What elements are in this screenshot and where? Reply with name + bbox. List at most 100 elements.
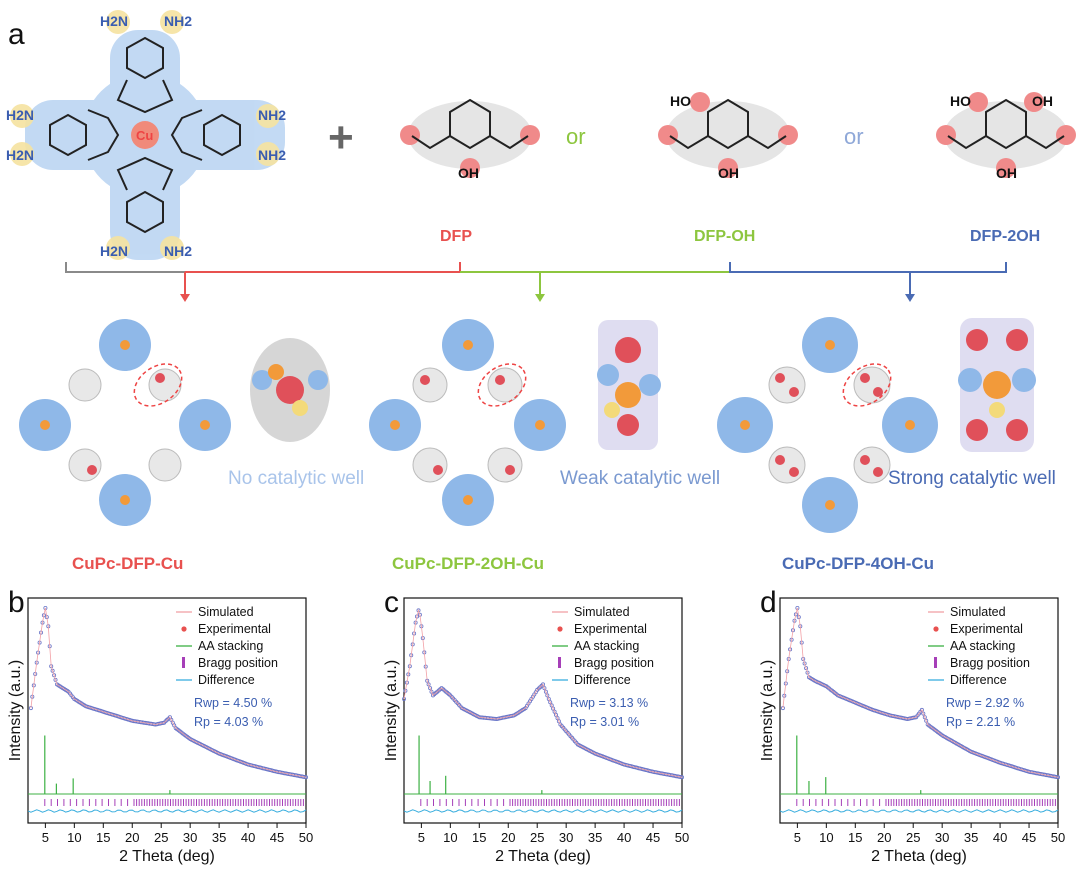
metal-center-label: Cu	[136, 128, 153, 143]
experimental-point	[428, 686, 433, 691]
y-axis-label: Intensity (a.u.)	[7, 660, 24, 761]
fit-statistic: Rwp = 4.50 %	[194, 696, 272, 710]
experimental-point	[548, 700, 553, 705]
experimental-point	[924, 718, 929, 723]
cof-structure-3	[717, 317, 938, 533]
cof-structure-1	[19, 319, 231, 526]
experimental-point	[804, 666, 809, 671]
experimental-point	[540, 682, 545, 687]
legend-label: Bragg position	[574, 656, 654, 670]
x-tick-label: 10	[67, 830, 81, 845]
legend-label: Experimental	[950, 622, 1023, 636]
cof-name-3: CuPc-DFP-4OH-Cu	[782, 554, 935, 573]
legend-marker	[558, 657, 561, 668]
experimental-point	[50, 668, 55, 673]
plot-frame	[27, 597, 307, 824]
experimental-point	[921, 711, 926, 716]
x-axis-label: 2 Theta (deg)	[871, 848, 967, 865]
hydroxyl-label: OH	[996, 165, 1017, 181]
difference-line	[403, 809, 683, 813]
experimental-point	[552, 709, 557, 714]
plot-frame	[403, 597, 683, 824]
difference-line	[27, 809, 307, 813]
strong-catalytic-well-label: Strong catalytic well	[888, 468, 1056, 489]
legend-label: Simulated	[574, 605, 630, 619]
hydroxyl-label: HO	[670, 93, 691, 109]
legend-label: Simulated	[950, 605, 1006, 619]
legend-label: Difference	[574, 673, 631, 687]
amine-label: H2N	[6, 147, 34, 163]
x-tick-label: 25	[906, 830, 920, 845]
legend-label: AA stacking	[574, 639, 639, 653]
x-tick-label: 5	[794, 830, 801, 845]
plot-frame	[779, 597, 1059, 824]
or-text-2: or	[844, 124, 864, 149]
x-tick-label: 15	[848, 830, 862, 845]
experimental-point	[922, 715, 927, 720]
x-tick-label: 50	[675, 830, 689, 845]
legend-label: Experimental	[574, 622, 647, 636]
panel-letter-d: d	[760, 586, 777, 619]
cof-structure-2	[369, 319, 566, 526]
experimental-point	[542, 686, 547, 691]
connector-lines	[65, 262, 1007, 298]
x-tick-label: 45	[270, 830, 284, 845]
experimental-point	[802, 661, 807, 666]
y-axis-label: Intensity (a.u.)	[383, 660, 400, 761]
x-tick-label: 40	[241, 830, 255, 845]
legend-label: Difference	[950, 673, 1007, 687]
experimental-point	[52, 673, 57, 678]
hydroxyl-label: OH	[718, 165, 739, 181]
x-tick-label: 20	[501, 830, 515, 845]
x-tick-label: 25	[154, 830, 168, 845]
legend-marker	[557, 626, 563, 632]
xrd-chart-b: 5 10 15 20 25 30 35 40 45 50 2 Theta (deg) Intensit…	[7, 597, 313, 865]
legend-marker	[934, 657, 937, 668]
experimental-point	[426, 682, 431, 687]
x-tick-label: 10	[443, 830, 457, 845]
pore-model-2	[597, 320, 661, 450]
simulated-line	[782, 607, 1059, 778]
dfp-oh-molecule	[658, 92, 798, 178]
difference-line	[779, 809, 1059, 813]
experimental-point	[555, 716, 560, 721]
experimental-point	[553, 712, 558, 717]
plus-sign: +	[328, 113, 354, 162]
no-catalytic-well-label: No catalytic well	[228, 468, 365, 489]
x-tick-label: 20	[877, 830, 891, 845]
x-tick-label: 50	[299, 830, 313, 845]
xrd-chart-d: 5 10 15 20 25 30 35 40 45 50 2 Theta (deg) Intensit…	[759, 597, 1065, 865]
experimental-point	[545, 693, 550, 698]
dfp-label: DFP	[440, 228, 472, 245]
amine-label: H2N	[100, 13, 128, 29]
scheme-graphic: Cu H2N NH2 H2N H2N NH2 NH2 H2N NH2 + OH …	[6, 10, 1076, 533]
legend-label: AA stacking	[950, 639, 1015, 653]
x-tick-label: 15	[472, 830, 486, 845]
x-tick-label: 30	[183, 830, 197, 845]
amine-label: NH2	[164, 13, 192, 29]
x-axis-label: 2 Theta (deg)	[495, 848, 591, 865]
experimental-point	[546, 697, 551, 702]
x-tick-label: 35	[212, 830, 226, 845]
legend-label: AA stacking	[198, 639, 263, 653]
fit-statistic: Rp = 3.01 %	[570, 715, 639, 729]
pore-model-1	[250, 338, 330, 442]
amine-label: H2N	[100, 243, 128, 259]
experimental-point	[919, 707, 924, 712]
experimental-point	[551, 706, 556, 711]
legend-label: Bragg position	[198, 656, 278, 670]
x-tick-label: 35	[588, 830, 602, 845]
x-tick-label: 5	[418, 830, 425, 845]
panel-letter-a: a	[8, 18, 25, 51]
x-tick-label: 30	[935, 830, 949, 845]
legend-label: Experimental	[198, 622, 271, 636]
panel-letter-b: b	[8, 586, 25, 619]
pore-model-3	[958, 318, 1036, 452]
xrd-chart-c: 5 10 15 20 25 30 35 40 45 50 2 Theta (deg) Intensit…	[383, 597, 689, 865]
legend-marker	[933, 626, 939, 632]
fit-statistic: Rp = 4.03 %	[194, 715, 263, 729]
experimental-point	[429, 689, 434, 694]
x-tick-label: 20	[125, 830, 139, 845]
amine-label: NH2	[164, 243, 192, 259]
legend-label: Difference	[198, 673, 255, 687]
